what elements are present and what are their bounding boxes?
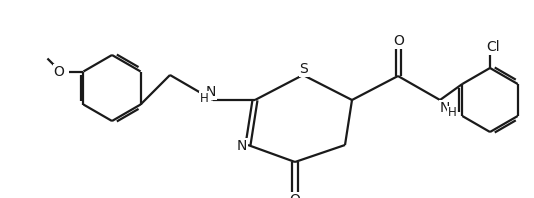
Text: N: N: [206, 85, 216, 99]
Text: O: O: [394, 34, 404, 48]
Text: H: H: [200, 91, 208, 105]
Text: H: H: [447, 107, 457, 120]
Text: N: N: [237, 139, 247, 153]
Text: Cl: Cl: [486, 40, 500, 54]
Text: S: S: [300, 62, 308, 76]
Text: N: N: [440, 101, 450, 115]
Text: O: O: [53, 65, 65, 78]
Text: O: O: [289, 193, 301, 198]
